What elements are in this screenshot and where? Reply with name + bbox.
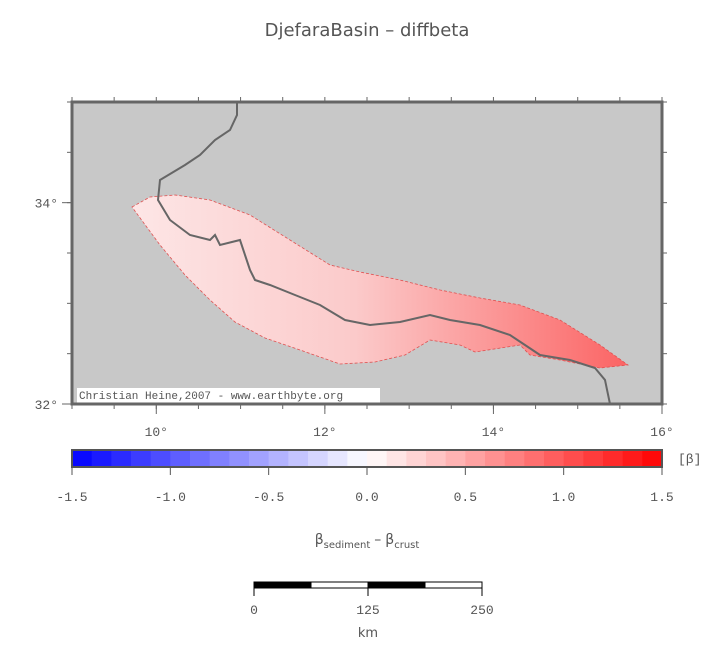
- scale-tick-label: 125: [356, 603, 379, 618]
- x-tick-label: 16°: [650, 425, 673, 440]
- colorbar-swatch: [288, 450, 309, 467]
- colorbar-swatch: [642, 450, 663, 467]
- scale-tick-label: 250: [470, 603, 493, 618]
- title: DjefaraBasin – diffbeta: [265, 20, 470, 41]
- colorbar-tick-label: 1.0: [552, 490, 575, 505]
- colorbar: [72, 450, 663, 467]
- colorbar-swatch: [209, 450, 230, 467]
- colorbar-swatch: [347, 450, 368, 467]
- colorbar-swatch: [426, 450, 447, 467]
- colorbar-swatch: [386, 450, 407, 467]
- colorbar-swatch: [485, 450, 506, 467]
- credit: Christian Heine,2007 - www.earthbyte.org: [79, 391, 343, 403]
- colorbar-swatch: [622, 450, 643, 467]
- scale-unit: km: [358, 626, 378, 641]
- y-tick-label: 32°: [35, 398, 58, 413]
- x-tick-label: 14°: [482, 425, 505, 440]
- colorbar-swatch: [229, 450, 250, 467]
- colorbar-swatch: [406, 450, 427, 467]
- scale-segment: [310, 581, 369, 589]
- colorbar-swatch: [72, 450, 93, 467]
- colorbar-swatch: [367, 450, 388, 467]
- colorbar-swatch: [249, 450, 270, 467]
- colorbar-swatch: [91, 450, 112, 467]
- subscript: sediment: [324, 540, 371, 551]
- colorbar-tick-label: -1.0: [155, 490, 186, 505]
- colorbar-swatch: [603, 450, 624, 467]
- colorbar-swatch: [544, 450, 565, 467]
- symbol: β: [385, 532, 394, 548]
- scale-segment: [367, 581, 426, 589]
- colorbar-tick-label: 0.5: [454, 490, 477, 505]
- colorbar-tick-label: -1.5: [56, 490, 87, 505]
- colorbar-swatch: [150, 450, 171, 467]
- scale-tick-label: 0: [250, 603, 258, 618]
- colorbar-swatch: [268, 450, 289, 467]
- coastline: [156, 102, 611, 405]
- colorbar-swatch: [465, 450, 486, 467]
- colorbar-tick-label: 1.5: [650, 490, 673, 505]
- scale-segment: [253, 581, 312, 589]
- colorbar-swatch: [524, 450, 545, 467]
- subscript: crust: [394, 540, 419, 551]
- colorbar-tick-label: 0.0: [355, 490, 378, 505]
- colorbar-swatch: [563, 450, 584, 467]
- colorbar-tick-label: -0.5: [253, 490, 284, 505]
- colorbar-swatch: [170, 450, 191, 467]
- colorbar-swatch: [308, 450, 329, 467]
- credit-box: [77, 388, 380, 403]
- colorbar-swatch: [131, 450, 152, 467]
- colorbar-swatch: [583, 450, 604, 467]
- symbol: β: [315, 532, 324, 548]
- colorbar-unit: [β]: [678, 452, 701, 467]
- colorbar-swatch: [327, 450, 348, 467]
- x-tick-label: 10°: [145, 425, 168, 440]
- colorbar-swatch: [445, 450, 466, 467]
- colorbar-swatch: [504, 450, 525, 467]
- y-tick-label: 34°: [35, 197, 58, 212]
- x-tick-label: 12°: [313, 425, 336, 440]
- colorbar-label: βsediment – βcrust: [315, 532, 420, 551]
- minus: –: [374, 532, 381, 548]
- scale-segment: [424, 581, 483, 589]
- colorbar-swatch: [190, 450, 211, 467]
- colorbar-swatch: [111, 450, 132, 467]
